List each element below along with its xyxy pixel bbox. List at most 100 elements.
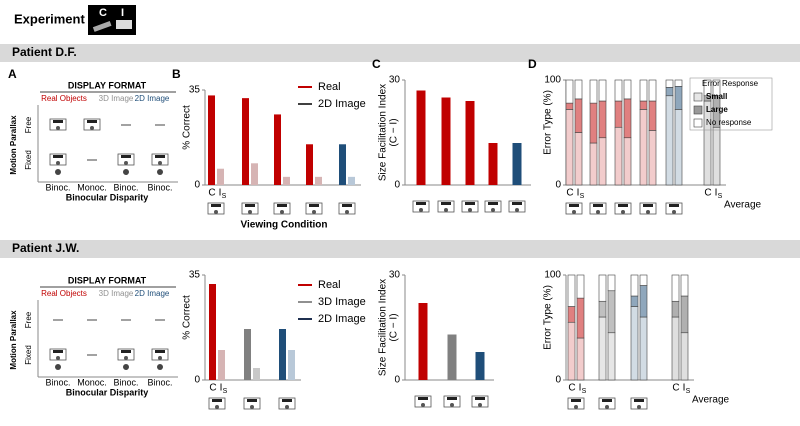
stack-segment xyxy=(680,274,689,297)
icon xyxy=(121,350,131,353)
y-tick-label: 100 xyxy=(544,270,561,281)
average-label: Average xyxy=(724,200,762,211)
bar-label: C xyxy=(209,383,216,394)
stack-segment xyxy=(630,295,639,307)
stack-segment xyxy=(639,100,648,110)
icon xyxy=(637,405,641,409)
icon xyxy=(53,120,63,123)
panel-letter: A xyxy=(8,67,17,81)
y-label: Size Facilitation Index xyxy=(378,279,389,376)
stack-segment xyxy=(648,79,657,102)
bar xyxy=(244,329,251,380)
icon xyxy=(447,397,457,400)
stack-segment xyxy=(614,126,623,186)
stack-segment xyxy=(639,285,648,318)
stack-segment xyxy=(674,79,683,87)
column-label: Binoc. xyxy=(113,377,138,387)
stack-segment xyxy=(703,79,712,97)
stack-segment xyxy=(648,100,657,131)
y-label: (C − I) xyxy=(389,313,400,341)
icon xyxy=(212,399,222,402)
icon xyxy=(155,350,165,353)
stack-segment xyxy=(576,337,585,381)
stack-segment xyxy=(648,130,657,186)
stack-segment xyxy=(576,297,585,339)
icon xyxy=(53,350,63,353)
stack-segment xyxy=(598,316,607,381)
stack-segment xyxy=(665,87,674,97)
y-tick-label: 0 xyxy=(194,375,200,386)
bar xyxy=(418,303,428,380)
bar xyxy=(274,114,281,185)
stack-segment xyxy=(567,321,576,381)
legend-label: Real xyxy=(318,279,341,291)
y-label: Error Type (%) xyxy=(543,90,554,155)
icon xyxy=(282,399,292,402)
icon xyxy=(643,204,653,207)
icon xyxy=(646,210,650,214)
patient-band xyxy=(0,44,800,62)
column-label: Binoc. xyxy=(113,182,138,192)
y-tick-label: 0 xyxy=(194,180,200,191)
y-tick-label: 35 xyxy=(189,270,201,281)
stack-segment xyxy=(639,109,648,186)
bar-label-sub: S xyxy=(223,388,228,395)
stack-segment xyxy=(574,79,583,100)
stack-segment xyxy=(567,306,576,323)
y-label: Error Type (%) xyxy=(543,285,554,350)
bar-label: I xyxy=(715,188,718,199)
icon xyxy=(157,364,163,370)
bar xyxy=(488,143,498,185)
format-label: 2D Image xyxy=(135,94,170,103)
bar-label: C xyxy=(672,383,679,394)
bar xyxy=(339,144,346,185)
patient-band xyxy=(0,240,800,258)
legend-label: 3D Image xyxy=(318,296,366,308)
stack-segment xyxy=(598,79,607,102)
y-label: % Correct xyxy=(182,295,193,340)
patient-name: Patient J.W. xyxy=(12,241,79,255)
icon xyxy=(418,397,428,400)
icon xyxy=(214,210,218,214)
icon xyxy=(621,210,625,214)
y-label: Size Facilitation Index xyxy=(378,84,389,181)
figure-title: Experiment 1 xyxy=(14,11,96,26)
icon xyxy=(90,126,94,130)
legend-label: 2D Image xyxy=(318,98,366,110)
stack-segment xyxy=(674,86,683,110)
bar xyxy=(208,95,215,185)
icon xyxy=(669,204,679,207)
icon xyxy=(345,210,349,214)
y-tick-label: 100 xyxy=(544,75,561,86)
stack-segment xyxy=(671,300,680,318)
bar xyxy=(253,368,260,380)
stack-segment xyxy=(598,274,607,302)
icon xyxy=(634,399,644,402)
row-label: Fixed xyxy=(24,345,33,365)
bar xyxy=(348,176,355,185)
legend-swatch xyxy=(693,92,703,102)
stack-segment xyxy=(614,79,623,102)
column-label: Binoc. xyxy=(147,377,172,387)
icon xyxy=(245,204,255,207)
icon-shape xyxy=(92,21,112,32)
stack-segment xyxy=(607,332,616,381)
bar-label: C xyxy=(566,188,573,199)
stack-segment xyxy=(623,137,632,186)
bar-label-sub: S xyxy=(580,193,585,200)
icon xyxy=(574,405,578,409)
bar-label: C xyxy=(208,188,215,199)
stack-segment xyxy=(567,274,576,307)
bar-label: I xyxy=(220,383,223,394)
stack-segment xyxy=(589,142,598,186)
icon-label: I xyxy=(121,7,124,19)
bar-label: I xyxy=(577,188,580,199)
legend-swatch xyxy=(693,118,703,128)
y-title: Motion Parallax xyxy=(9,310,18,370)
stack-segment xyxy=(598,100,607,139)
icon xyxy=(157,169,163,175)
stack-segment xyxy=(623,79,632,100)
bar-label: C xyxy=(568,383,575,394)
stack-segment xyxy=(680,332,689,381)
stack-segment xyxy=(665,95,674,186)
